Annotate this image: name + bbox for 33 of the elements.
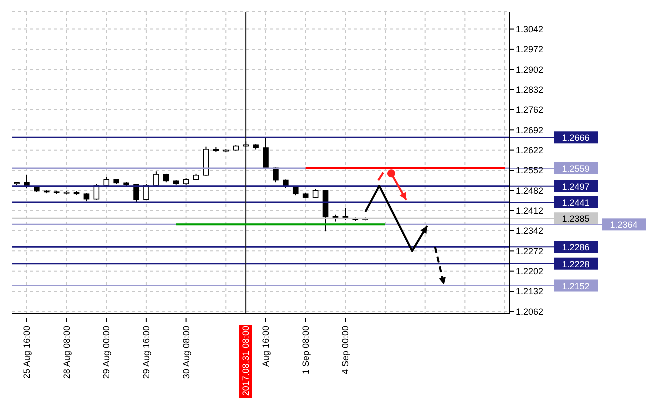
y-tick-label: 1.2412 <box>516 206 544 216</box>
y-tick-label: 1.2482 <box>516 186 544 196</box>
ref-line-label: 1.2385 <box>562 214 590 224</box>
y-tick-label: 1.2972 <box>516 44 544 55</box>
x-tick-label: 25 Aug 16:00 <box>22 326 32 380</box>
ref-line-label: 1.2152 <box>562 281 590 292</box>
x-tick-label: 30 Aug 08:00 <box>181 326 192 380</box>
y-tick-label: 1.2762 <box>516 105 544 116</box>
ref-line-label: 1.2364 <box>610 220 638 230</box>
x-tick-label: 4 Sep 00:00 <box>340 326 351 375</box>
ref-line-label: 1.2286 <box>562 242 590 253</box>
y-tick-label: 1.2692 <box>516 125 544 136</box>
ref-line-label: 1.2441 <box>562 198 590 208</box>
y-tick-label: 1.2132 <box>516 286 544 297</box>
ref-line-label: 1.2497 <box>562 182 590 192</box>
y-tick-label: 1.2062 <box>516 306 544 317</box>
y-tick-label: 1.2622 <box>516 146 544 156</box>
y-tick-label: 1.2272 <box>516 246 544 256</box>
y-tick-label: 1.2202 <box>516 266 544 277</box>
x-tick-label: 29 Aug 16:00 <box>141 326 152 380</box>
y-tick-label: 1.2342 <box>516 226 544 236</box>
ref-line-label: 1.2228 <box>562 259 590 270</box>
ref-line-label: 1.2559 <box>562 164 590 174</box>
y-tick-label: 1.2902 <box>516 64 544 75</box>
y-tick-label: 1.2832 <box>516 85 544 95</box>
y-tick-label: 1.3042 <box>516 24 544 34</box>
y-tick-label: 1.2552 <box>516 166 544 176</box>
ref-line-label: 1.2666 <box>562 133 590 144</box>
x-tick-label: 2017.08.31 08:00 <box>241 326 252 396</box>
x-tick-label: 28 Aug 08:00 <box>62 326 72 380</box>
x-tick-label: 1 Sep 08:00 <box>300 326 311 375</box>
x-tick-label: 29 Aug 00:00 <box>102 326 112 380</box>
x-tick-label: Aug 16:00 <box>260 326 271 368</box>
